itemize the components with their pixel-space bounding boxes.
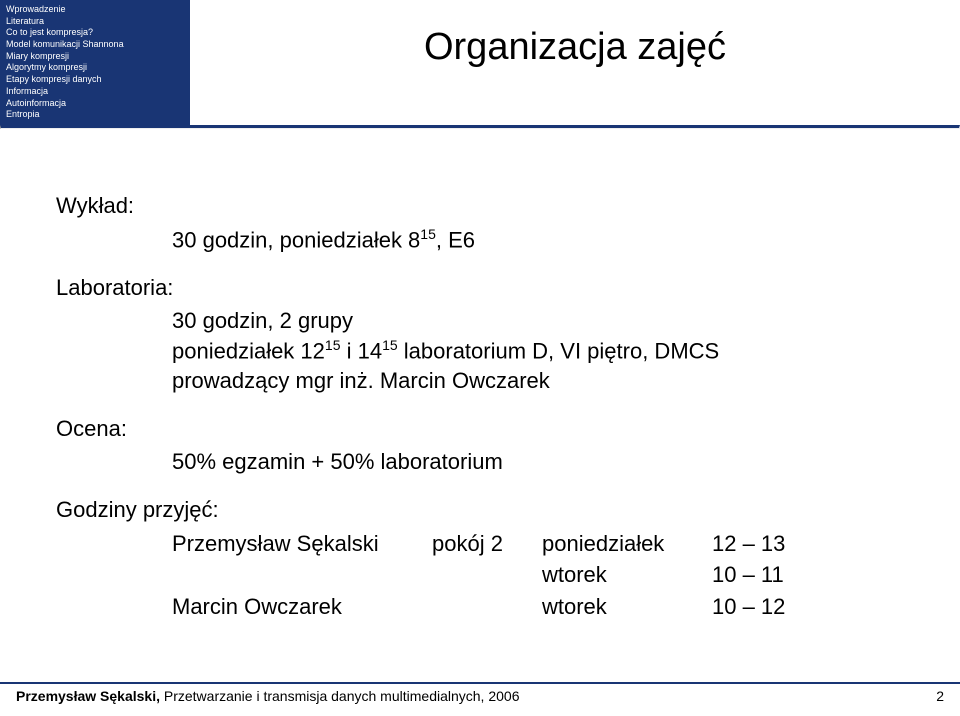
lecture-body: 30 godzin, poniedziałek 815, E6 [172, 225, 904, 255]
office-hours-table: Przemysław Sękalski pokój 2 poniedziałek… [172, 529, 802, 624]
nav-item: Wprowadzenie [6, 4, 184, 16]
lab-line3: prowadzący mgr inż. Marcin Owczarek [172, 366, 904, 396]
table-row: wtorek 10 – 11 [172, 560, 802, 592]
hours-time: 10 – 11 [712, 560, 802, 592]
lab-body: 30 godzin, 2 grupy poniedziałek 1215 i 1… [172, 306, 904, 395]
slide-content: Wykład: 30 godzin, poniedziałek 815, E6 … [0, 129, 960, 624]
lab-sup1: 15 [325, 337, 341, 353]
hours-day: wtorek [542, 560, 712, 592]
nav-item: Autoinformacja [6, 98, 184, 110]
lab-line2-b: laboratorium D, VI piętro, DMCS [398, 338, 720, 363]
hours-day: wtorek [542, 592, 712, 624]
nav-topics-box: Wprowadzenie Literatura Co to jest kompr… [0, 0, 190, 125]
lab-sup2: 15 [382, 337, 398, 353]
lecture-sup: 15 [420, 226, 436, 242]
slide-footer: Przemysław Sękalski, Przetwarzanie i tra… [0, 682, 960, 704]
table-row: Marcin Owczarek wtorek 10 – 12 [172, 592, 802, 624]
nav-item: Algorytmy kompresji [6, 62, 184, 74]
nav-item: Miary kompresji [6, 51, 184, 63]
footer-page-number: 2 [936, 688, 944, 704]
table-row: Przemysław Sękalski pokój 2 poniedziałek… [172, 529, 802, 561]
hours-time: 10 – 12 [712, 592, 802, 624]
nav-item: Literatura [6, 16, 184, 28]
hours-time: 12 – 13 [712, 529, 802, 561]
footer-author: Przemysław Sękalski, [16, 688, 164, 704]
nav-item: Model komunikacji Shannona [6, 39, 184, 51]
grade-label: Ocena: [56, 414, 904, 444]
hours-label: Godziny przyjęć: [56, 495, 904, 525]
slide-header: Wprowadzenie Literatura Co to jest kompr… [0, 0, 960, 125]
lecture-label: Wykład: [56, 191, 904, 221]
lecture-text-suffix: , E6 [436, 227, 475, 252]
hours-name [172, 560, 432, 592]
nav-item: Co to jest kompresja? [6, 27, 184, 39]
title-area: Organizacja zajęć [190, 0, 960, 69]
nav-item: Informacja [6, 86, 184, 98]
page-title: Organizacja zajęć [424, 26, 726, 68]
lab-line2-mid: i 14 [340, 338, 382, 363]
footer-rest: Przetwarzanie i transmisja danych multim… [164, 688, 520, 704]
hours-room: pokój 2 [432, 529, 542, 561]
lab-label: Laboratoria: [56, 273, 904, 303]
lecture-text-prefix: 30 godzin, poniedziałek 8 [172, 227, 420, 252]
hours-day: poniedziałek [542, 529, 712, 561]
nav-item: Etapy kompresji danych [6, 74, 184, 86]
lab-line1: 30 godzin, 2 grupy [172, 306, 904, 336]
hours-name: Marcin Owczarek [172, 592, 432, 624]
lab-line2-a: poniedziałek 12 [172, 338, 325, 363]
hours-room [432, 560, 542, 592]
lab-line2: poniedziałek 1215 i 1415 laboratorium D,… [172, 336, 904, 366]
grade-body: 50% egzamin + 50% laboratorium [172, 447, 904, 477]
footer-left: Przemysław Sękalski, Przetwarzanie i tra… [16, 688, 519, 704]
nav-item: Entropia [6, 109, 184, 121]
hours-name: Przemysław Sękalski [172, 529, 432, 561]
hours-room [432, 592, 542, 624]
